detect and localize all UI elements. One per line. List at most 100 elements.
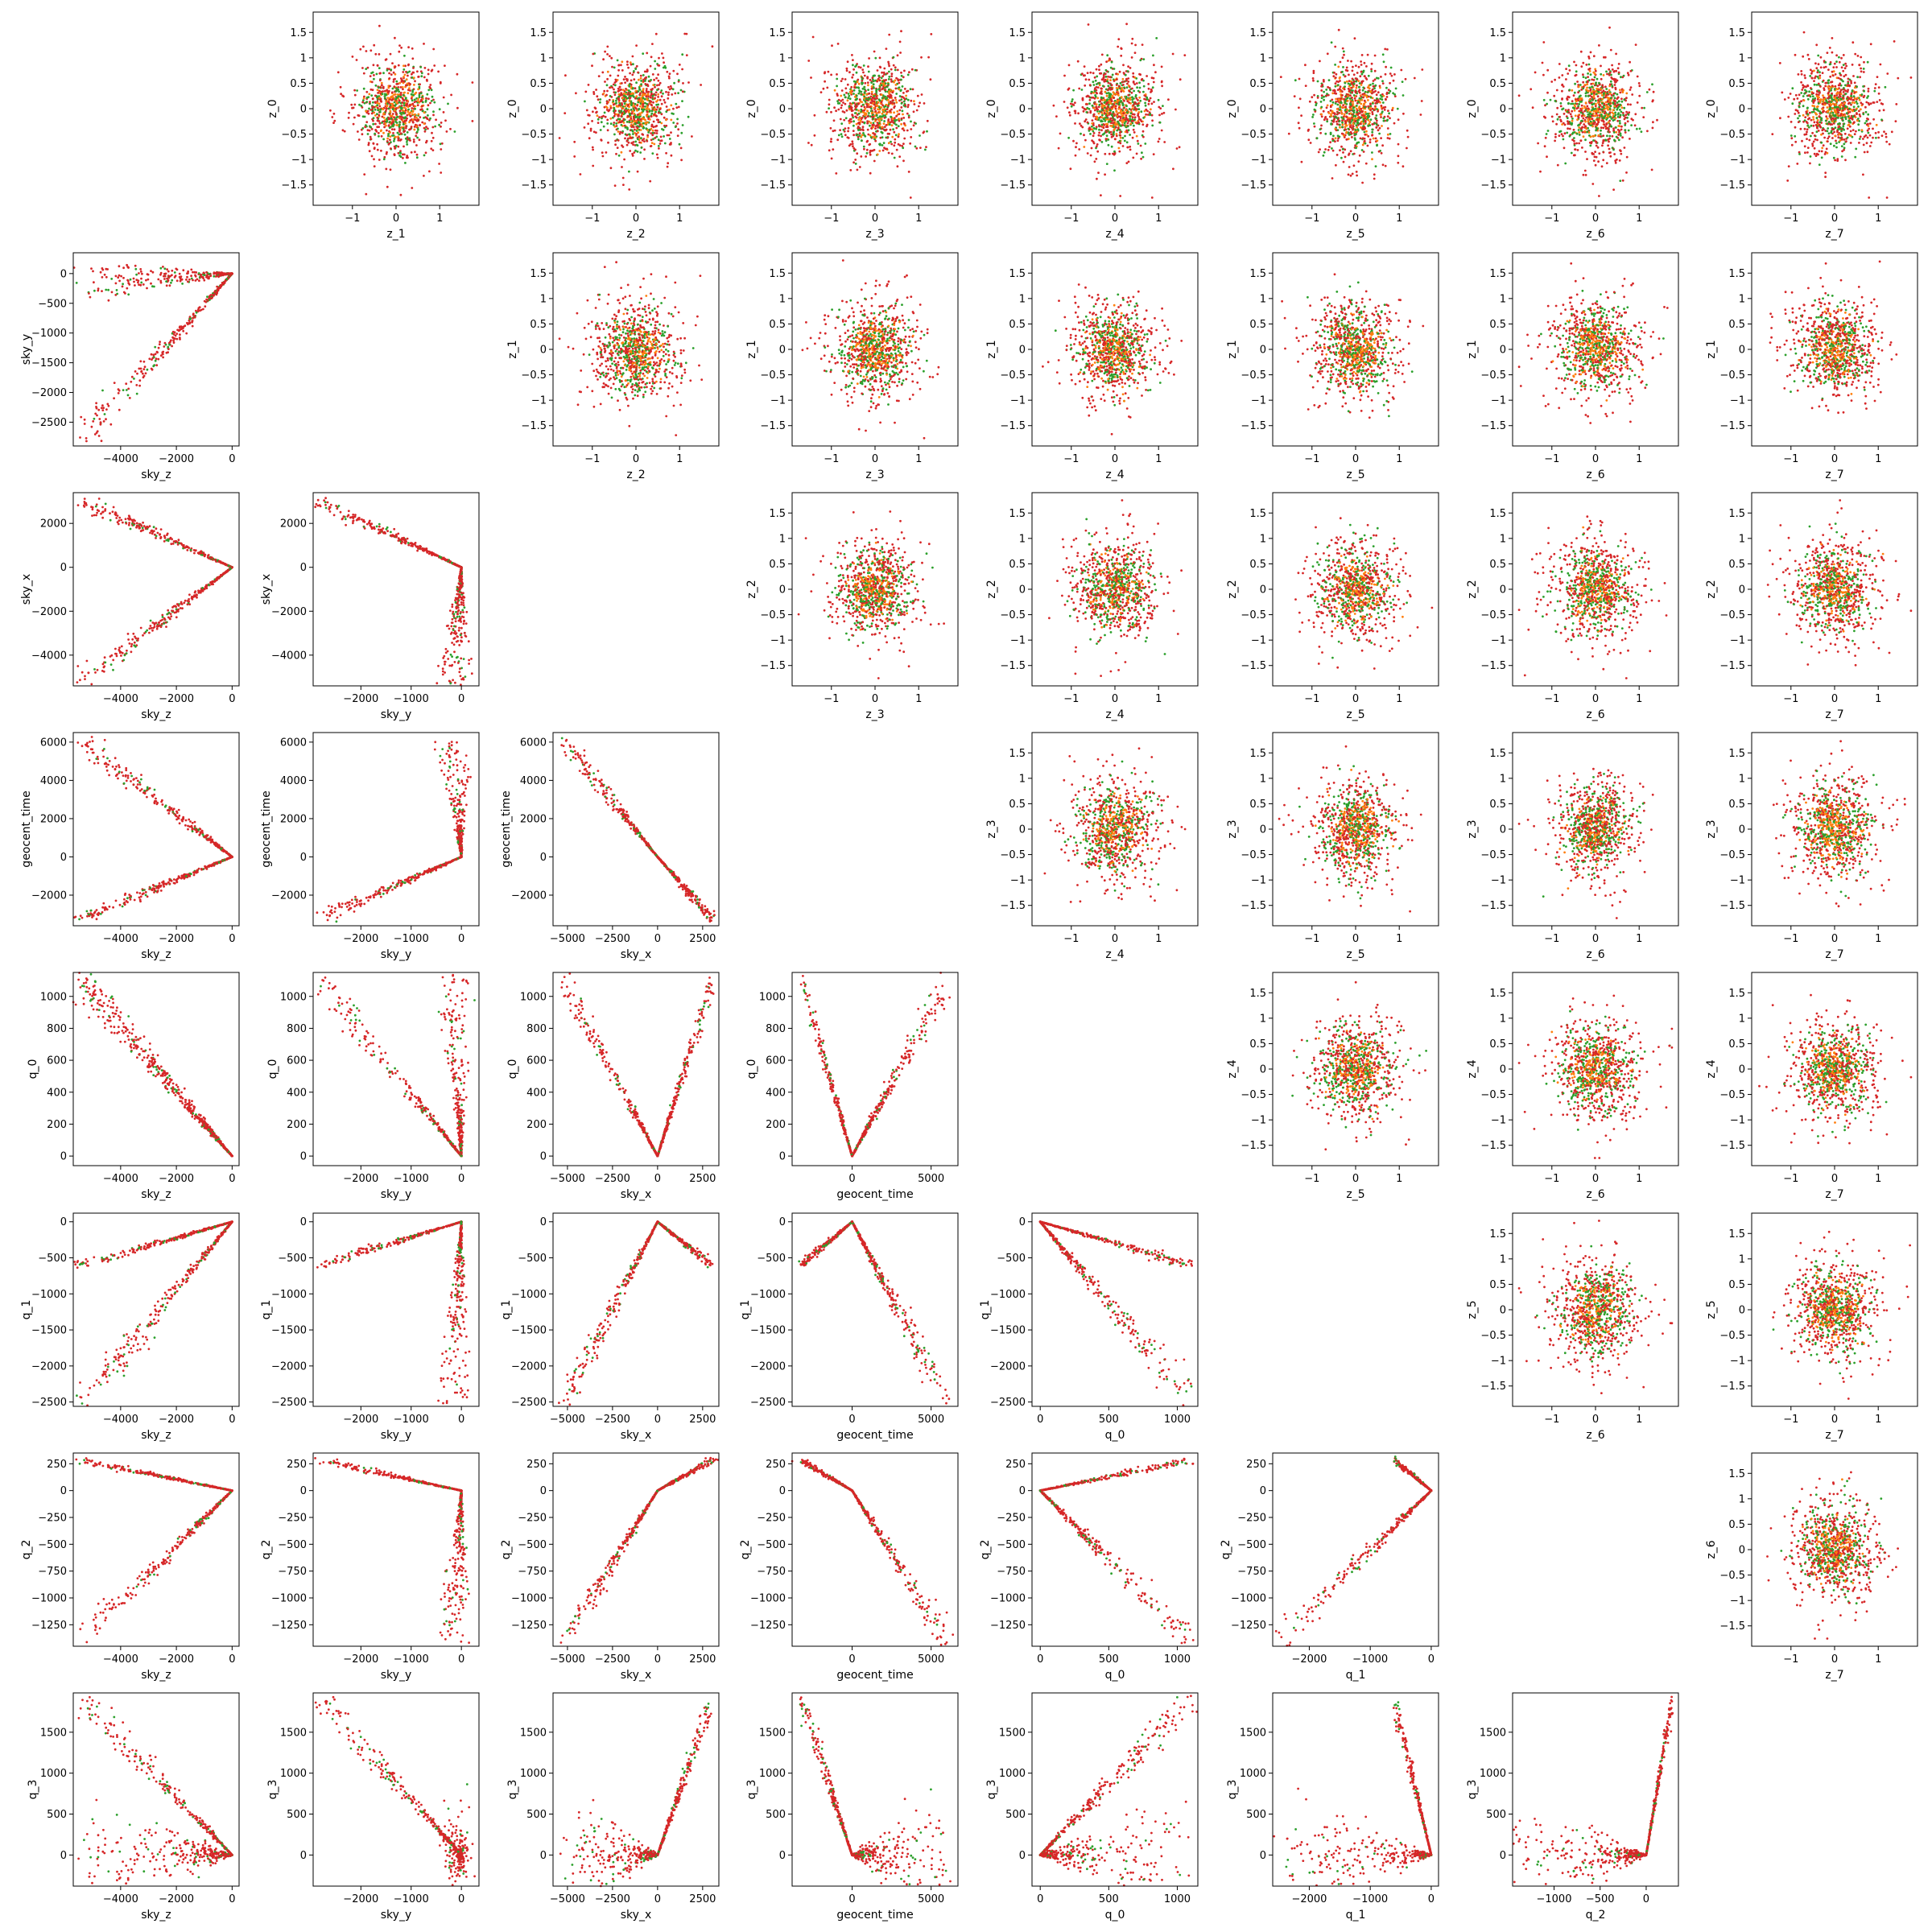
scatter-point <box>122 283 124 285</box>
scatter-point <box>458 616 460 618</box>
scatter-point <box>86 660 89 663</box>
scatter-point <box>213 580 216 583</box>
y-tick-label: −1500 <box>31 357 67 369</box>
scatter-point <box>101 404 104 407</box>
scatter-point <box>133 524 135 526</box>
y-tick-label: −1000 <box>31 328 67 340</box>
scatter-point <box>178 539 180 541</box>
scatter-point <box>101 670 104 672</box>
scatter-point <box>109 423 112 426</box>
scatter-point <box>151 368 153 370</box>
axes-frame <box>73 493 239 686</box>
scatter-point <box>213 272 216 275</box>
scatter-point <box>97 287 100 290</box>
scatter-point <box>205 301 208 303</box>
scatter-point <box>151 358 153 361</box>
scatter-point <box>329 510 332 513</box>
scatter-point <box>175 268 177 270</box>
scatter-point <box>92 270 94 273</box>
scatter-point <box>156 628 159 630</box>
scatter-point <box>174 612 176 614</box>
scatter-point <box>197 589 200 592</box>
scatter-point <box>85 502 87 505</box>
scatter-point <box>118 388 120 390</box>
scatter-point <box>128 522 130 524</box>
scatter-point <box>83 505 85 507</box>
scatter-point <box>215 559 217 561</box>
scatter-point <box>157 279 159 281</box>
panel-sky_x-vs-sky_y: −2000 −1000 0−4000−200002000sky_ysky_x <box>260 493 479 721</box>
scatter-point <box>134 284 136 287</box>
scatter-point <box>113 506 115 509</box>
scatter-point <box>453 625 456 628</box>
scatter-point <box>92 420 94 423</box>
scatter-point <box>101 290 103 292</box>
scatter-point <box>200 274 203 276</box>
scatter-point <box>217 288 219 291</box>
scatter-point <box>195 271 197 274</box>
scatter-point <box>122 659 125 662</box>
scatter-point <box>216 577 218 580</box>
scatter-point <box>159 620 162 622</box>
scatter-point <box>449 609 452 612</box>
scatter-point <box>172 331 175 333</box>
scatter-point <box>190 275 192 277</box>
scatter-point <box>172 543 175 545</box>
scatter-point <box>140 270 142 273</box>
scatter-point <box>90 683 93 686</box>
scatter-point <box>152 365 155 367</box>
scatter-point <box>393 528 395 530</box>
scatter-point <box>122 522 124 524</box>
scatter-point <box>177 610 180 613</box>
scatter-point <box>148 627 151 630</box>
scatter-point <box>202 308 204 311</box>
scatter-point <box>397 533 399 535</box>
scatter-point <box>149 532 151 535</box>
scatter-point <box>117 514 119 517</box>
scatter-point <box>159 341 161 343</box>
scatter-point <box>209 294 212 296</box>
scatter-point <box>114 648 117 650</box>
scatter-point <box>108 405 110 407</box>
scatter-point <box>105 503 107 506</box>
scatter-point <box>462 600 464 602</box>
scatter-point <box>167 609 169 612</box>
scatter-point <box>137 638 139 640</box>
scatter-point <box>136 373 138 375</box>
scatter-point <box>167 275 170 277</box>
scatter-point <box>130 646 133 648</box>
scatter-point <box>216 273 218 275</box>
scatter-point <box>116 655 118 658</box>
scatter-point <box>196 312 198 314</box>
scatter-point <box>378 523 381 526</box>
scatter-point <box>444 671 446 674</box>
scatter-point <box>172 610 175 613</box>
scatter-point <box>198 552 200 555</box>
scatter-point <box>137 282 139 284</box>
scatter-point <box>189 321 192 324</box>
scatter-point <box>187 323 189 325</box>
scatter-point <box>150 270 152 272</box>
scatter-point <box>85 440 88 443</box>
scatter-point <box>125 518 127 520</box>
scatter-point <box>130 528 132 530</box>
y-tick-label: 0 <box>60 268 67 280</box>
scatter-point <box>203 551 205 554</box>
scatter-point <box>101 440 103 442</box>
scatter-point <box>93 418 96 420</box>
scatter-point <box>343 515 345 518</box>
scatter-point <box>452 615 455 617</box>
scatter-point <box>140 368 142 370</box>
scatter-point <box>147 274 150 276</box>
scatter-point <box>110 278 113 280</box>
scatter-point <box>205 585 208 588</box>
scatter-point <box>104 510 106 512</box>
x-tick-label: −4000 <box>103 453 138 465</box>
scatter-point <box>115 517 118 519</box>
scatter-point <box>324 504 327 506</box>
scatter-points <box>76 497 233 685</box>
scatter-point <box>211 556 213 559</box>
scatter-point <box>338 505 341 507</box>
scatter-point <box>442 667 444 670</box>
